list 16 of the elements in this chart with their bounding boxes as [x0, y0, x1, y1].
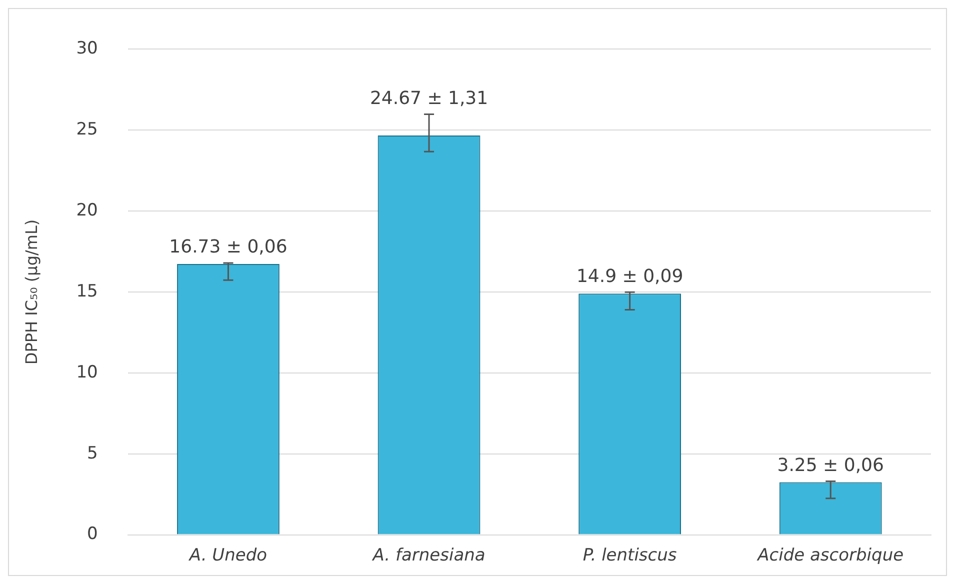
y-tick-label: 0: [87, 524, 98, 544]
y-axis-title: DPPH IC₅₀ (µg/mL): [22, 219, 41, 365]
data-label: 16.73 ± 0,06: [169, 236, 288, 258]
x-tick-label: Acide ascorbique: [756, 545, 904, 566]
y-tick-label: 15: [76, 281, 98, 302]
y-tick-label: 10: [76, 362, 98, 382]
data-label: 24.67 ± 1,31: [370, 88, 488, 109]
y-tick-label: 30: [76, 38, 98, 59]
x-tick-label: A. Unedo: [188, 545, 268, 566]
y-tick-label: 20: [76, 200, 98, 220]
data-label: 14.9 ± 0,09: [576, 266, 684, 287]
y-tick-label: 25: [76, 120, 98, 140]
x-tick-label: P. lentiscus: [582, 545, 677, 566]
y-tick-label: 5: [87, 443, 98, 464]
data-label: 3.25 ± 0,06: [777, 454, 884, 476]
x-tick-label: A. farnesiana: [372, 545, 486, 566]
